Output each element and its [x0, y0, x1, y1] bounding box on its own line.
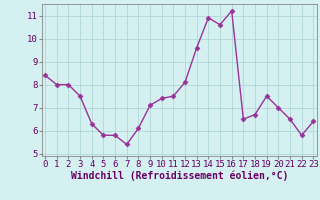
X-axis label: Windchill (Refroidissement éolien,°C): Windchill (Refroidissement éolien,°C) — [70, 171, 288, 181]
